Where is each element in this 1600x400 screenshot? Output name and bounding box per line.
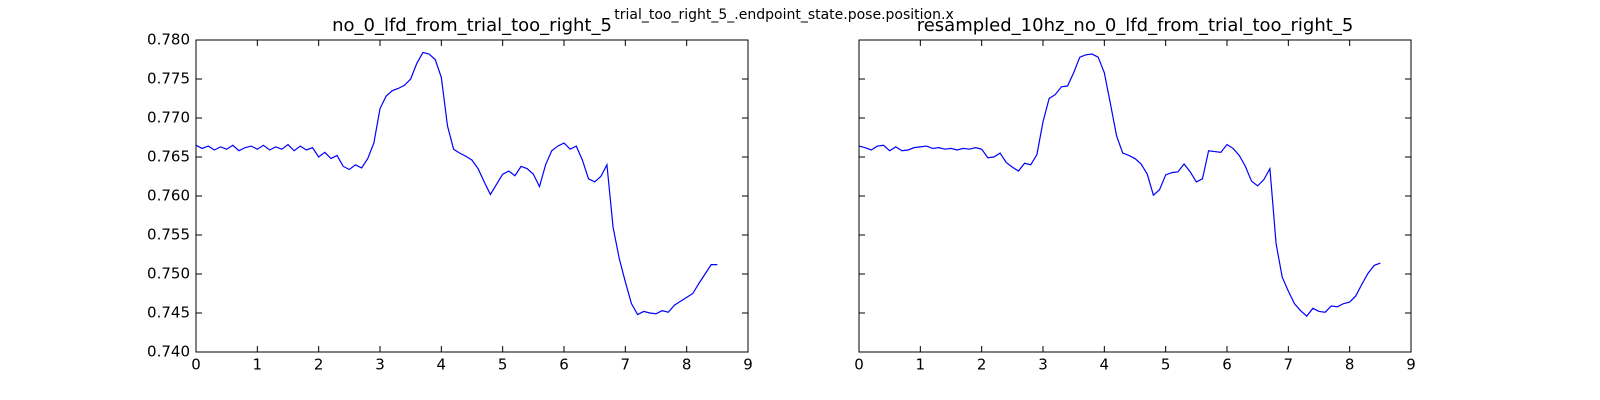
- subplot-title: no_0_lfd_from_trial_too_right_5: [332, 15, 612, 36]
- y-tick-label: 0.780: [147, 31, 190, 49]
- y-tick-label: 0.755: [147, 226, 190, 244]
- x-tick-label: 1: [253, 356, 263, 374]
- y-tick-label: 0.775: [147, 70, 190, 88]
- data-line: [858, 53, 1381, 317]
- y-tick-label: 0.750: [147, 265, 190, 283]
- x-tick-label: 9: [743, 356, 753, 374]
- y-tick-label: 0.745: [147, 304, 190, 322]
- x-tick-label: 8: [1345, 356, 1355, 374]
- data-line: [195, 51, 718, 316]
- x-tick-label: 7: [1284, 356, 1294, 374]
- x-tick-label: 3: [1038, 356, 1048, 374]
- x-tick-label: 8: [682, 356, 692, 374]
- x-tick-label: 6: [1222, 356, 1232, 374]
- x-tick-label: 0: [854, 356, 864, 374]
- y-tick-label: 0.770: [147, 109, 190, 127]
- y-tick-label: 0.765: [147, 148, 190, 166]
- x-tick-label: 1: [916, 356, 926, 374]
- y-tick-label: 0.760: [147, 187, 190, 205]
- x-tick-label: 2: [977, 356, 987, 374]
- y-tick-label: 0.740: [147, 343, 190, 361]
- x-tick-label: 4: [1100, 356, 1110, 374]
- x-tick-label: 5: [1161, 356, 1171, 374]
- axes-frame: [195, 39, 749, 353]
- subplot-title: resampled_10hz_no_0_lfd_from_trial_too_r…: [917, 15, 1354, 36]
- x-tick-label: 4: [437, 356, 447, 374]
- x-tick-label: 9: [1406, 356, 1416, 374]
- x-tick-label: 7: [621, 356, 631, 374]
- x-tick-label: 5: [498, 356, 508, 374]
- x-tick-label: 0: [191, 356, 201, 374]
- x-tick-label: 2: [314, 356, 324, 374]
- x-tick-label: 6: [559, 356, 569, 374]
- axes-frame: [858, 39, 1412, 353]
- x-tick-label: 3: [375, 356, 385, 374]
- figure-title: trial_too_right_5_.endpoint_state.pose.p…: [614, 7, 953, 23]
